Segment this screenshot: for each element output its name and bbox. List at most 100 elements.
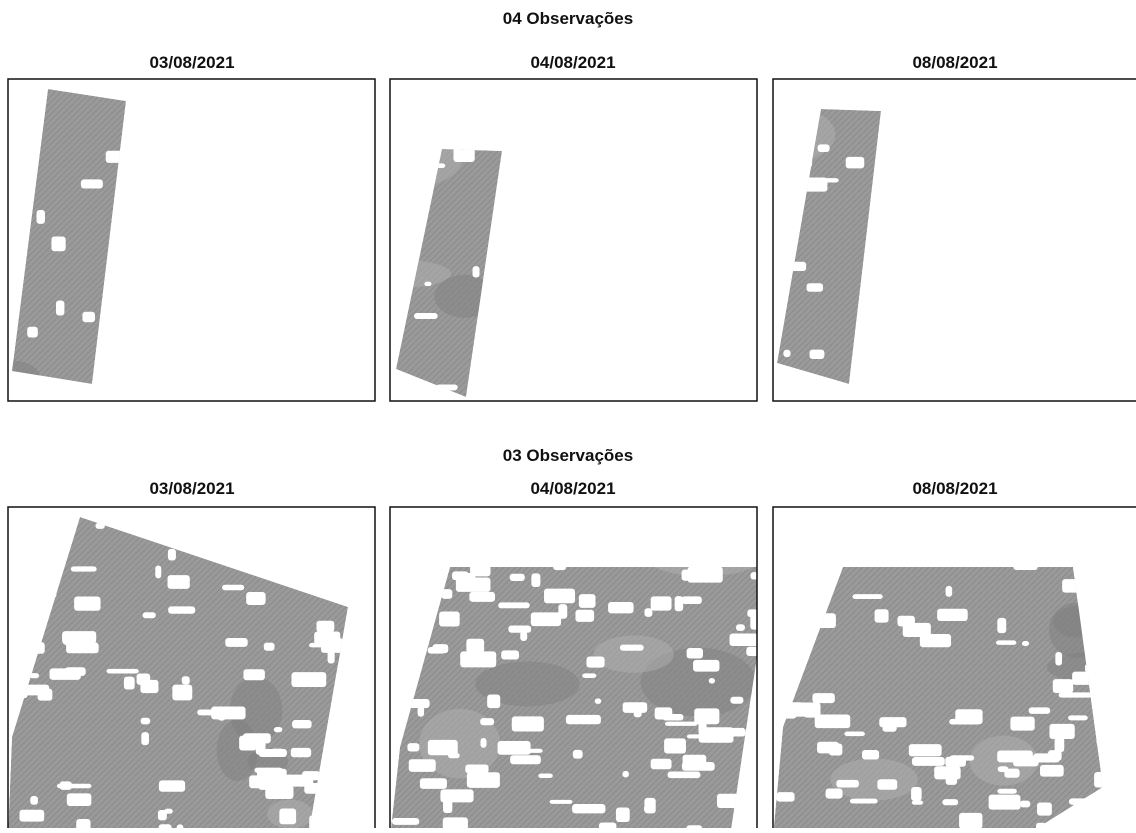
cloud xyxy=(304,783,333,794)
cloud xyxy=(586,657,604,668)
cloud xyxy=(1092,626,1107,634)
cloud xyxy=(242,376,248,391)
swath xyxy=(12,89,126,384)
cloud xyxy=(44,583,56,598)
cloud xyxy=(510,574,525,581)
cloud xyxy=(562,259,572,263)
cloud xyxy=(76,819,90,828)
cloud xyxy=(373,681,404,689)
cloud xyxy=(347,737,360,753)
cloud xyxy=(465,544,489,558)
cloud xyxy=(1010,717,1034,731)
cloud xyxy=(333,366,342,381)
cloud xyxy=(497,533,513,543)
cloud xyxy=(634,283,652,296)
cloud xyxy=(137,673,151,684)
cloud xyxy=(651,759,672,770)
cloud xyxy=(9,618,41,628)
cloud xyxy=(401,699,430,708)
cloud xyxy=(983,131,1002,143)
cloud xyxy=(778,619,806,624)
cloud xyxy=(911,787,922,801)
cloud xyxy=(1068,715,1088,720)
cloud xyxy=(590,204,610,213)
cloud xyxy=(805,613,836,628)
cloud xyxy=(151,511,168,519)
cloud xyxy=(214,242,235,252)
cloud xyxy=(963,548,974,557)
cloud xyxy=(572,525,579,539)
cloud xyxy=(280,237,300,244)
cloud xyxy=(567,152,576,160)
cloud xyxy=(440,789,473,802)
satellite-panel xyxy=(364,507,785,828)
cloud xyxy=(141,732,149,745)
cloud xyxy=(934,766,960,779)
cloud xyxy=(77,391,83,406)
shade xyxy=(1019,149,1091,214)
cloud xyxy=(575,610,594,622)
cloud xyxy=(342,97,357,103)
cloud xyxy=(932,284,940,292)
cloud xyxy=(878,537,905,552)
cloud xyxy=(1059,692,1092,697)
cloud xyxy=(418,163,445,168)
cloud xyxy=(503,376,528,381)
cloud xyxy=(453,147,474,162)
cloud xyxy=(572,238,586,247)
cloud xyxy=(481,738,487,748)
cloud xyxy=(1037,803,1052,816)
cloud xyxy=(74,596,100,610)
cloud xyxy=(830,96,845,102)
cloud xyxy=(687,648,703,659)
cloud xyxy=(659,551,674,557)
shade xyxy=(207,268,312,300)
cloud xyxy=(623,512,634,523)
cloud xyxy=(1004,262,1022,269)
cloud xyxy=(407,743,419,751)
cloud xyxy=(172,132,189,138)
cloud xyxy=(553,558,566,570)
cloud xyxy=(27,327,38,338)
cloud xyxy=(289,214,317,229)
cloud xyxy=(681,291,702,300)
cloud xyxy=(773,702,804,709)
cloud xyxy=(921,555,932,564)
image xyxy=(336,81,773,412)
cloud xyxy=(278,187,292,198)
cloud xyxy=(50,668,81,679)
cloud xyxy=(997,789,1016,794)
cloud xyxy=(573,522,593,535)
image xyxy=(8,507,405,828)
shade xyxy=(322,316,372,362)
cloud xyxy=(997,750,1033,762)
cloud xyxy=(194,511,204,521)
cloud xyxy=(916,191,941,203)
cloud xyxy=(336,566,359,578)
cloud xyxy=(799,608,805,614)
cloud xyxy=(807,283,823,292)
shade xyxy=(875,164,931,216)
cloud xyxy=(19,693,27,698)
cloud xyxy=(882,719,896,732)
cloud xyxy=(1069,798,1091,804)
shade xyxy=(1049,602,1105,657)
image xyxy=(735,48,1136,425)
cloud xyxy=(921,281,949,293)
cloud xyxy=(694,708,719,724)
cloud xyxy=(937,609,968,621)
cloud xyxy=(309,815,328,828)
cloud xyxy=(245,123,271,129)
cloud xyxy=(829,562,838,568)
shade xyxy=(218,253,304,319)
cloud xyxy=(1092,297,1104,312)
cloud xyxy=(24,566,44,571)
cloud xyxy=(975,540,1010,549)
cloud xyxy=(942,799,958,805)
cloud xyxy=(222,585,244,591)
cloud xyxy=(328,649,335,663)
cloud xyxy=(106,151,124,163)
cloud xyxy=(240,360,268,376)
cloud xyxy=(1090,131,1112,139)
cloud xyxy=(469,592,495,602)
